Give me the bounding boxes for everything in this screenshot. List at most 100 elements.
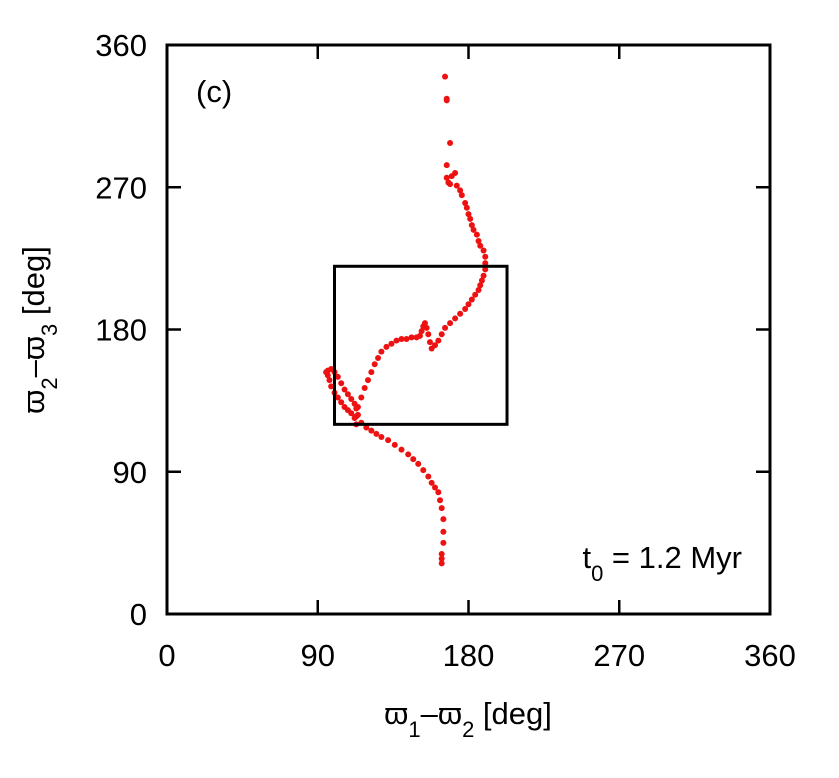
x-tick-label: 0 [158,638,175,673]
panel-label: (c) [196,74,232,109]
data-point [477,282,484,289]
data-point [328,383,335,390]
data-point [472,291,479,298]
x-tick-label: 180 [443,638,495,673]
data-point [440,528,447,535]
data-point [398,335,405,342]
data-point [375,354,382,361]
data-point [398,446,405,453]
data-point [443,174,450,181]
data-point [368,369,375,376]
data-point [438,560,445,567]
data-point [440,539,447,546]
y-label-sub1: 2 [37,377,62,389]
data-point [447,181,454,188]
data-point [435,337,442,344]
data-point [465,211,472,218]
data-point [442,324,449,331]
annotation-main: t [582,540,591,575]
data-point [447,320,454,327]
x-tick-label: 360 [744,638,796,673]
y-tick-label: 90 [113,455,147,490]
data-point [326,377,333,384]
data-point [378,433,385,440]
data-point [475,237,482,244]
data-point [468,296,475,303]
data-point [388,340,395,347]
data-point [334,373,341,380]
x-label-unit: [deg] [474,696,552,731]
data-point [405,451,412,458]
data-point [413,334,420,341]
data-point [463,204,470,211]
data-point [341,403,348,410]
x-label-sub2: 2 [462,717,474,742]
data-point [470,226,477,233]
data-point [348,396,355,403]
y-tick-label: 270 [95,170,147,205]
data-point [482,260,489,267]
ticks-layer: 0 90 180 270 360 0 90 180 270 360 [95,28,796,673]
data-point [425,331,432,338]
annotation-sub: 0 [591,561,603,586]
data-point [477,242,484,249]
data-point [338,399,345,406]
y-label-sym1: ϖ [16,390,51,414]
x-label-sym2: ϖ [438,696,462,731]
data-point [452,315,459,322]
data-point [480,247,487,254]
data-point [443,162,450,169]
data-point [437,497,444,504]
x-axis-label: ϖ1–ϖ2 [deg] [384,696,552,742]
data-point [341,386,348,393]
x-tick-label: 90 [301,638,335,673]
data-point [478,277,485,284]
data-point [426,339,433,346]
data-point [438,505,445,512]
data-point [410,456,417,463]
data-point [371,361,378,368]
data-point [457,310,464,317]
data-point [358,394,365,401]
y-tick-label: 360 [95,28,147,63]
data-point [435,489,442,496]
data-point [462,305,469,312]
points-layer [323,73,489,567]
data-point [428,345,435,352]
data-point [480,272,487,279]
data-point [473,231,480,238]
data-point [361,384,368,391]
data-point [438,550,445,557]
data-point [363,424,370,431]
x-tick-label: 270 [593,638,645,673]
data-point [462,200,469,207]
data-point [344,391,351,398]
data-point [403,335,410,342]
data-point [440,516,447,523]
data-point [438,555,445,562]
data-point [475,286,482,293]
data-point [482,266,489,273]
y-label-sub2: 3 [37,324,62,336]
x-label-sub1: 1 [408,717,420,742]
data-point [452,170,459,177]
data-point [465,301,472,308]
data-point [467,215,474,222]
y-label-dash: – [16,359,51,377]
annotation-rest: = 1.2 Myr [603,540,742,575]
data-point [378,348,385,355]
x-label-dash: – [421,696,439,731]
data-point [428,479,435,486]
data-point [443,97,450,104]
y-label-sym2: ϖ [16,336,51,360]
data-point [393,337,400,344]
x-label-sym1: ϖ [384,696,408,731]
y-tick-label: 0 [130,597,147,632]
data-point [365,377,371,384]
data-point [334,394,341,401]
data-point [354,411,361,418]
data-point [353,405,360,412]
data-point [338,380,345,387]
y-label-unit: [deg] [16,246,51,324]
region-box [333,264,509,426]
